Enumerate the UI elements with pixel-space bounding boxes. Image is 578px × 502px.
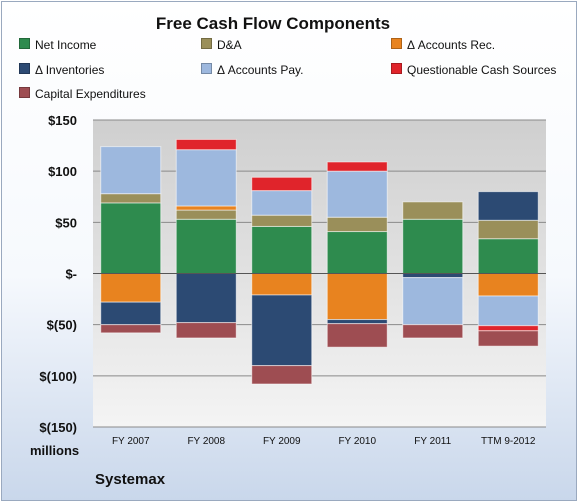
legend-swatch	[19, 63, 30, 74]
y-tick-label: $100	[48, 164, 77, 179]
bar-segment	[100, 202, 162, 274]
legend-label: Capital Expenditures	[35, 87, 146, 101]
bar-segment	[477, 191, 539, 221]
bar-segment	[326, 273, 388, 321]
bar-segment	[251, 273, 313, 296]
chart-title: Free Cash Flow Components	[155, 14, 391, 33]
legend-item-accounts-rec: Δ Accounts Rec.	[391, 38, 495, 52]
brand-name: Systemax	[95, 471, 166, 488]
bar-segment	[100, 324, 162, 334]
y-tick-label: $(150)	[39, 420, 77, 435]
bar-segment	[477, 325, 539, 332]
legend-swatch	[201, 63, 212, 74]
x-tick-label: FY 2008	[187, 436, 225, 447]
bar-segment	[477, 330, 539, 347]
bar-segment	[100, 273, 162, 303]
bar-segment	[477, 273, 539, 297]
y-tick-label: $-	[65, 267, 77, 282]
bar-segment	[402, 201, 464, 220]
bar-segment	[100, 193, 162, 204]
legend-label: Δ Accounts Pay.	[217, 63, 304, 77]
bar-segment	[251, 176, 313, 192]
x-tick-label: FY 2007	[112, 436, 150, 447]
legend-item-accounts-pay: Δ Accounts Pay.	[201, 63, 304, 77]
bar-segment	[251, 190, 313, 216]
legend-item-inventories: Δ Inventories	[19, 63, 104, 77]
legend-swatch	[19, 38, 30, 49]
legend-swatch	[19, 87, 30, 98]
bar-segment	[326, 231, 388, 274]
y-axis-units: millions	[30, 443, 80, 458]
bar-segment	[326, 319, 388, 325]
legend-item-net-income: Net Income	[19, 38, 96, 52]
legend-swatch	[391, 63, 402, 74]
bar-segment	[477, 219, 539, 240]
legend-item-d-and-a: D&A	[201, 38, 242, 52]
bar-segment	[402, 324, 464, 339]
legend-swatch	[391, 38, 402, 49]
bar-segment	[100, 301, 162, 326]
bar-segment	[251, 365, 313, 385]
y-tick-label: $(100)	[39, 369, 77, 384]
bar-segment	[175, 218, 237, 275]
legend-label: Δ Inventories	[35, 63, 105, 77]
legend-label: Net Income	[35, 38, 97, 52]
bar-segment	[100, 146, 162, 195]
bar-segment	[326, 170, 388, 218]
bar-segment	[251, 294, 313, 367]
x-tick-label: FY 2010	[338, 436, 376, 447]
bar-segment	[326, 161, 388, 172]
bar-segment	[175, 149, 237, 207]
bar-segment	[175, 209, 237, 220]
y-tick-label: $(50)	[47, 318, 77, 333]
legend-label: Questionable Cash Sources	[407, 63, 557, 77]
x-tick-label: FY 2009	[263, 436, 301, 447]
y-tick-label: $150	[48, 113, 77, 128]
bar-segment	[175, 273, 237, 324]
bar-segment	[251, 214, 313, 227]
bar-segment	[477, 295, 539, 327]
bar-segment	[175, 205, 237, 211]
x-tick-label: TTM 9-2012	[481, 436, 536, 447]
y-tick-label: $50	[55, 215, 77, 230]
legend-label: D&A	[217, 38, 242, 52]
bar-segment	[326, 216, 388, 233]
bar-segment	[402, 277, 464, 326]
bar-segment	[326, 323, 388, 348]
bar-segment	[175, 138, 237, 151]
bar-segment	[175, 322, 237, 339]
x-tick-label: FY 2011	[414, 436, 451, 447]
bar-segment	[402, 218, 464, 275]
bar-segment	[402, 273, 464, 279]
legend-item-questionable-cash: Questionable Cash Sources	[391, 63, 556, 77]
bar-segment	[477, 238, 539, 274]
legend-swatch	[201, 38, 212, 49]
legend-label: Δ Accounts Rec.	[407, 38, 496, 52]
bar-segment	[251, 225, 313, 274]
legend-item-capex: Capital Expenditures	[19, 87, 146, 101]
